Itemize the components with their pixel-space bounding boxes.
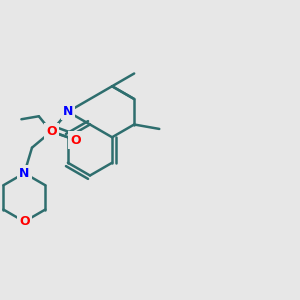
Text: N: N — [63, 105, 73, 118]
Text: O: O — [19, 215, 30, 228]
Text: O: O — [46, 125, 57, 138]
Text: N: N — [19, 167, 29, 180]
Text: O: O — [70, 134, 81, 146]
